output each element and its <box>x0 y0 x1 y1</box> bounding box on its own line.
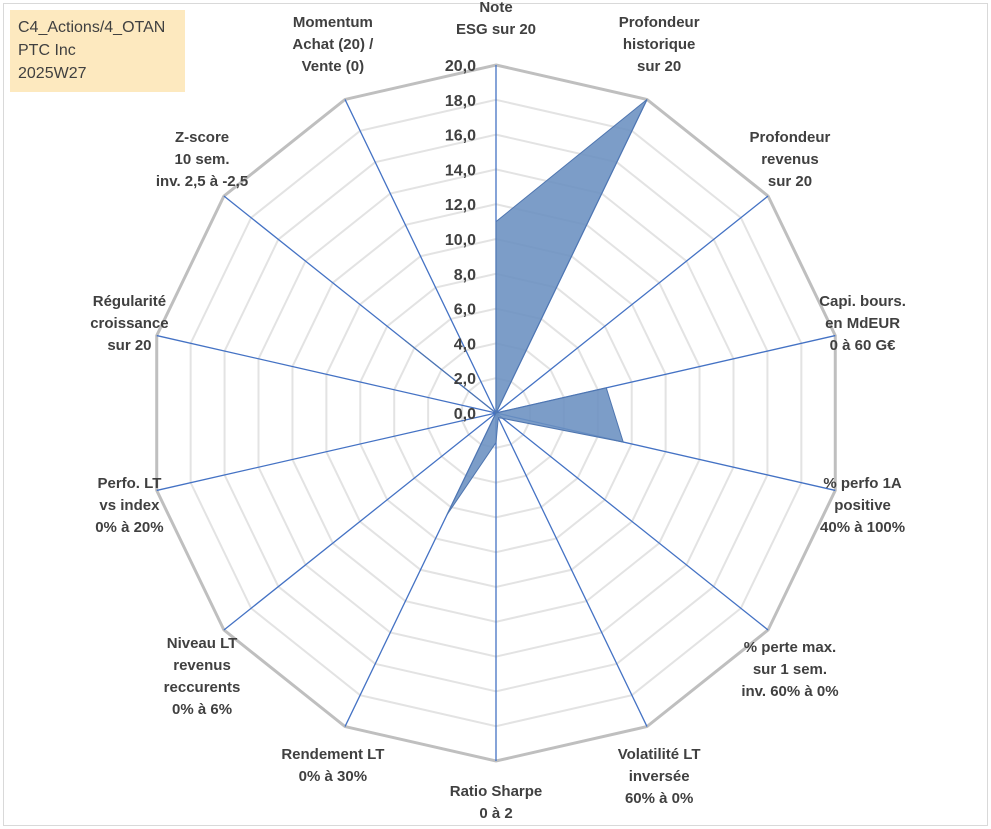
axis-spoke <box>156 334 497 414</box>
tick-label: 8,0 <box>454 267 476 284</box>
info-line-path: C4_Actions/4_OTAN <box>18 19 166 36</box>
axis-label: Volatilité LT inversée 60% à 0% <box>618 746 701 807</box>
tick-label: 10,0 <box>445 232 476 249</box>
axis-label: Note ESG sur 20 <box>456 0 536 38</box>
axis-label: % perfo 1A positive 40% à 100% <box>820 475 905 536</box>
axis-spoke <box>344 99 497 414</box>
axis-spoke <box>156 412 497 492</box>
tick-label: 0,0 <box>454 406 476 423</box>
axis-spoke <box>495 412 769 631</box>
tick-label: 18,0 <box>445 93 476 110</box>
axis-spoke <box>223 412 497 631</box>
axis-label: Z-score 10 sem. inv. 2,5 à -2,5 <box>156 129 248 190</box>
radar-axis-labels: Note ESG sur 20 Profondeur historique sur 20… <box>90 0 906 822</box>
tick-label: 20,0 <box>445 58 476 75</box>
axis-label: Rendement LT 0% à 30% <box>281 746 384 785</box>
tick-label: 16,0 <box>445 128 476 145</box>
axis-label: Momentum Achat (20) / Vente (0) <box>292 14 374 75</box>
axis-label: Ratio Sharpe 0 à 2 <box>450 783 543 822</box>
info-box: C4_Actions/4_OTAN PTC Inc 2025W27 <box>10 10 185 92</box>
axis-spoke <box>495 195 769 414</box>
axis-label: % perte max. sur 1 sem. inv. 60% à 0% <box>741 639 838 700</box>
series-area <box>404 99 648 516</box>
axis-label: Niveau LT revenus reccurents 0% à 6% <box>164 635 241 718</box>
radar-series <box>404 99 648 516</box>
axis-label: Profondeur historique sur 20 <box>619 14 700 75</box>
info-line-week: 2025W27 <box>18 65 87 82</box>
tick-label: 14,0 <box>445 162 476 179</box>
tick-label: 12,0 <box>445 197 476 214</box>
axis-label: Perfo. LT vs index 0% à 20% <box>95 475 163 536</box>
tick-label: 4,0 <box>454 336 476 353</box>
axis-label: Capi. bours. en MdEUR 0 à 60 G€ <box>819 293 906 354</box>
axis-label: Régularité croissance sur 20 <box>90 293 168 354</box>
info-line-company: PTC Inc <box>18 42 76 59</box>
axis-label: Profondeur revenus sur 20 <box>750 129 831 190</box>
tick-label: 2,0 <box>454 371 476 388</box>
radar-tick-labels: 0,0 2,0 4,0 6,0 8,0 10,0 12,0 14,0 16,0 18,0 20,0 <box>445 58 476 423</box>
axis-spoke <box>495 412 648 727</box>
tick-label: 6,0 <box>454 302 476 319</box>
